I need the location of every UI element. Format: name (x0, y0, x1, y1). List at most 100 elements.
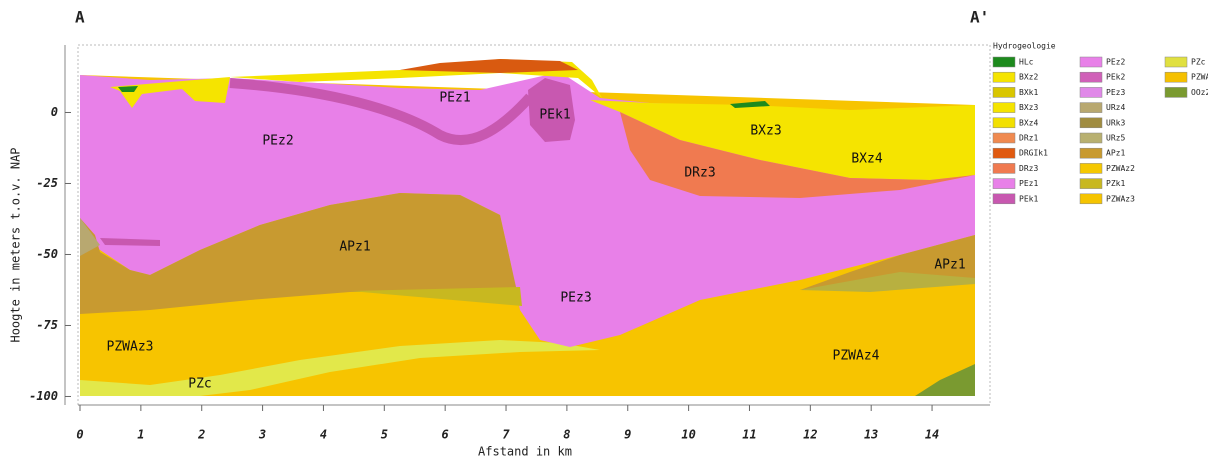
legend-label: PZc (1191, 58, 1206, 67)
y-tick-label: -50 (36, 247, 58, 261)
x-axis-label: Afstand in km (478, 445, 572, 459)
x-tick-label: 1 (137, 428, 144, 442)
legend-swatch (1079, 117, 1103, 129)
layer-pek1-block (528, 78, 575, 142)
x-tick-label: 7 (502, 428, 510, 442)
layer-ooz2 (915, 364, 975, 396)
layer-pek1-band (229, 78, 534, 145)
y-tick-label: -25 (36, 176, 58, 190)
legend-label: PZWAz4 (1191, 73, 1208, 82)
region-label: PEz1 (439, 91, 470, 106)
legend-swatch (1079, 132, 1103, 144)
x-tick-label: 2 (197, 428, 205, 442)
legend-label: DRz3 (1019, 164, 1038, 173)
layer-apz1 (80, 193, 520, 314)
region-label: PEz2 (262, 134, 293, 149)
region-label: BXz4 (851, 152, 882, 167)
layer-bxz (590, 100, 975, 180)
legend-swatch (992, 163, 1016, 174)
legend-label: DRz1 (1019, 134, 1038, 143)
layer-hlc-right (730, 101, 770, 108)
legend-label: PEz2 (1106, 58, 1125, 67)
legend-label: BXk1 (1019, 88, 1038, 97)
legend-label: PZWAz3 (1106, 194, 1135, 203)
legend-swatch (1079, 56, 1103, 68)
legend-swatch (992, 132, 1016, 144)
region-label: PEz3 (560, 291, 591, 306)
region-label: DRz3 (684, 166, 715, 181)
region-label: PZWAz4 (833, 349, 880, 364)
x-tick-label: 8 (563, 428, 570, 442)
y-tick-label: -100 (29, 389, 58, 403)
region-label: PZWAz3 (107, 340, 154, 355)
layer-hlc-left (118, 86, 138, 92)
legend-label: DRGIk1 (1019, 149, 1048, 158)
legend-label: BXz3 (1019, 103, 1038, 112)
legend-label: PZk1 (1106, 179, 1125, 188)
section-label: A' (970, 8, 989, 27)
legend-label: PEk1 (1019, 194, 1038, 203)
legend-swatch (992, 71, 1016, 83)
legend-label: PZWAz2 (1106, 164, 1135, 173)
layer-urz (80, 218, 100, 256)
legend-swatch (992, 178, 1016, 189)
region-label: APz1 (339, 240, 370, 255)
x-tick-label: 4 (320, 428, 327, 442)
legend-swatch (992, 87, 1016, 98)
legend-swatch (1164, 56, 1188, 68)
legend-swatch (1079, 193, 1103, 205)
x-tick-label: 10 (681, 428, 695, 442)
layer-pzk1 (350, 287, 522, 306)
y-axis-label: Hoogte in meters t.o.v. NAP (9, 147, 23, 342)
legend-label: PEz3 (1106, 88, 1125, 97)
y-tick-label: 0 (51, 105, 58, 119)
y-tick-label: -75 (36, 318, 58, 332)
region-label: BXz3 (750, 124, 781, 139)
legend-swatch (1079, 178, 1103, 189)
x-tick-label: 12 (803, 428, 817, 442)
layer-drgik1 (400, 59, 578, 73)
legend-label: BXz2 (1019, 73, 1038, 82)
legend-swatch (992, 56, 1016, 68)
legend-swatch (1079, 147, 1103, 159)
layer-bx-top-left (110, 77, 230, 108)
layer-pzc (80, 340, 600, 396)
region-label: PEk1 (539, 108, 570, 123)
geology-layers (80, 59, 975, 396)
legend-swatch (992, 117, 1016, 129)
legend-label: PEz1 (1019, 179, 1038, 188)
x-tick-label: 6 (442, 428, 449, 442)
legend-label: OOz2 (1191, 88, 1208, 97)
legend-label: APz1 (1106, 149, 1125, 158)
legend-label: URz5 (1106, 134, 1125, 143)
legend-label: HLc (1019, 58, 1034, 67)
legend-label: PEk2 (1106, 73, 1125, 82)
layer-pek1-left (100, 238, 160, 246)
legend-swatch (992, 193, 1016, 205)
legend-swatch (1079, 87, 1103, 98)
legend-swatch (1164, 71, 1188, 83)
x-tick-label: 14 (925, 428, 939, 442)
region-label: APz1 (934, 258, 965, 273)
legend-swatch (992, 147, 1016, 159)
x-tick-label: 9 (624, 428, 631, 442)
legend-label: URk3 (1106, 118, 1125, 127)
x-tick-label: 3 (258, 428, 266, 442)
layer-drz3 (620, 112, 975, 198)
region-label: PZc (188, 377, 211, 392)
legend-title: Hydrogeologie (993, 42, 1056, 51)
legend-swatch (1079, 102, 1103, 113)
x-tick-label: 5 (381, 428, 388, 442)
layer-pzk1-right (800, 272, 975, 292)
x-tick-label: 0 (76, 428, 83, 442)
legend-swatch (1164, 87, 1188, 98)
section-label: A (75, 8, 85, 27)
x-tick-label: 11 (742, 428, 756, 442)
legend-swatch (1079, 163, 1103, 174)
x-tick-label: 13 (864, 428, 878, 442)
legend-label: BXz4 (1019, 118, 1038, 127)
legend-label: URz4 (1106, 103, 1125, 112)
legend-swatch (992, 102, 1016, 113)
legend-swatch (1079, 71, 1103, 83)
